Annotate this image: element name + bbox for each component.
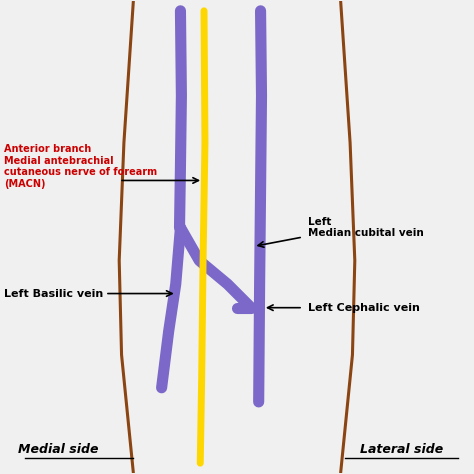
Text: Left Basilic vein: Left Basilic vein: [4, 289, 103, 299]
Text: Left
Median cubital vein: Left Median cubital vein: [308, 217, 423, 238]
Text: Left Cephalic vein: Left Cephalic vein: [308, 303, 419, 313]
Text: Lateral side: Lateral side: [360, 443, 444, 456]
Text: Medial side: Medial side: [18, 443, 98, 456]
Text: Anterior branch
Medial antebrachial
cutaneous nerve of forearm
(MACN): Anterior branch Medial antebrachial cuta…: [4, 144, 157, 189]
